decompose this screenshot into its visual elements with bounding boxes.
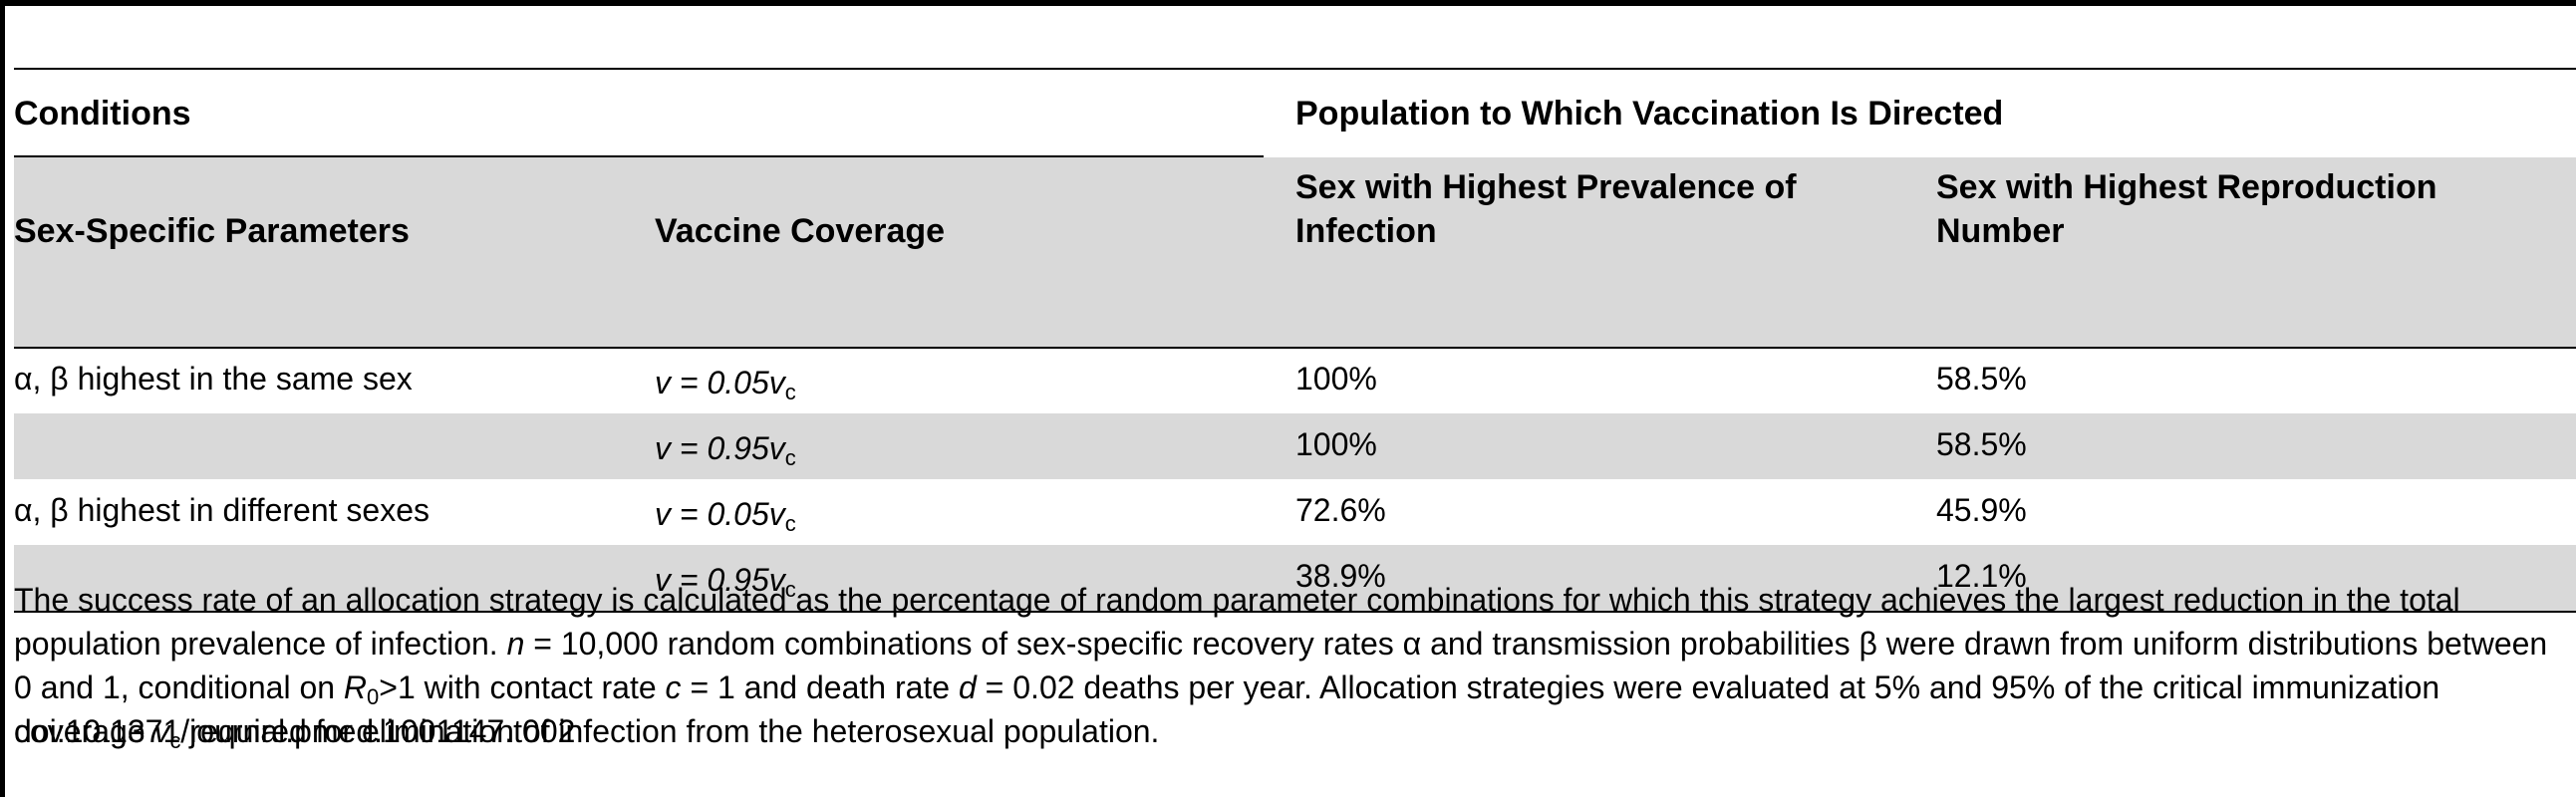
column-header-params: Sex-Specific Parameters xyxy=(14,212,410,250)
table-row-4-coverage: v = 0.95vc xyxy=(655,562,796,602)
row-band-2 xyxy=(14,413,2576,479)
table-row-1-coverage: v = 0.05vc xyxy=(655,365,796,404)
table-row-1-params: α, β highest in the same sex xyxy=(14,361,413,397)
column-header-coverage: Vaccine Coverage xyxy=(655,212,946,250)
column-header-prevalence: Sex with Highest Prevalence of Infection xyxy=(1295,168,1797,250)
header-conditions: Conditions xyxy=(14,95,191,133)
table-row-4-reproduction: 12.1% xyxy=(1936,558,2027,594)
table-row-2-reproduction: 58.5% xyxy=(1936,426,2027,462)
column-header-reproduction: Sex with Highest Reproduction Number xyxy=(1936,168,2437,250)
header-population: Population to Which Vaccination Is Direc… xyxy=(1295,95,2004,133)
table-row-3-reproduction: 45.9% xyxy=(1936,492,2027,528)
table-row-3-params: α, β highest in different sexes xyxy=(14,492,429,528)
column-header-band xyxy=(14,157,2576,348)
table-row-1-prevalence: 100% xyxy=(1295,361,1377,397)
table-row-1-reproduction: 58.5% xyxy=(1936,361,2027,397)
top-border-rule xyxy=(0,0,2576,6)
row-band-4 xyxy=(14,545,2576,611)
table-row-2-prevalence: 100% xyxy=(1295,426,1377,462)
header-bottom-rule xyxy=(14,347,2576,349)
doi-link[interactable]: doi:10.1371/journal.pmed.1001147.t002 xyxy=(14,713,576,749)
table-row-2-coverage: v = 0.95vc xyxy=(655,430,796,470)
table-bottom-rule xyxy=(14,611,2576,613)
left-border-rule xyxy=(0,0,5,797)
table-footnote: The success rate of an allocation strate… xyxy=(14,582,2548,753)
table-row-3-prevalence: 72.6% xyxy=(1295,492,1386,528)
table-row-4-prevalence: 38.9% xyxy=(1295,558,1386,594)
table-top-rule xyxy=(14,68,2576,70)
table-row-3-coverage: v = 0.05vc xyxy=(655,496,796,536)
conditions-underline xyxy=(14,155,1264,157)
